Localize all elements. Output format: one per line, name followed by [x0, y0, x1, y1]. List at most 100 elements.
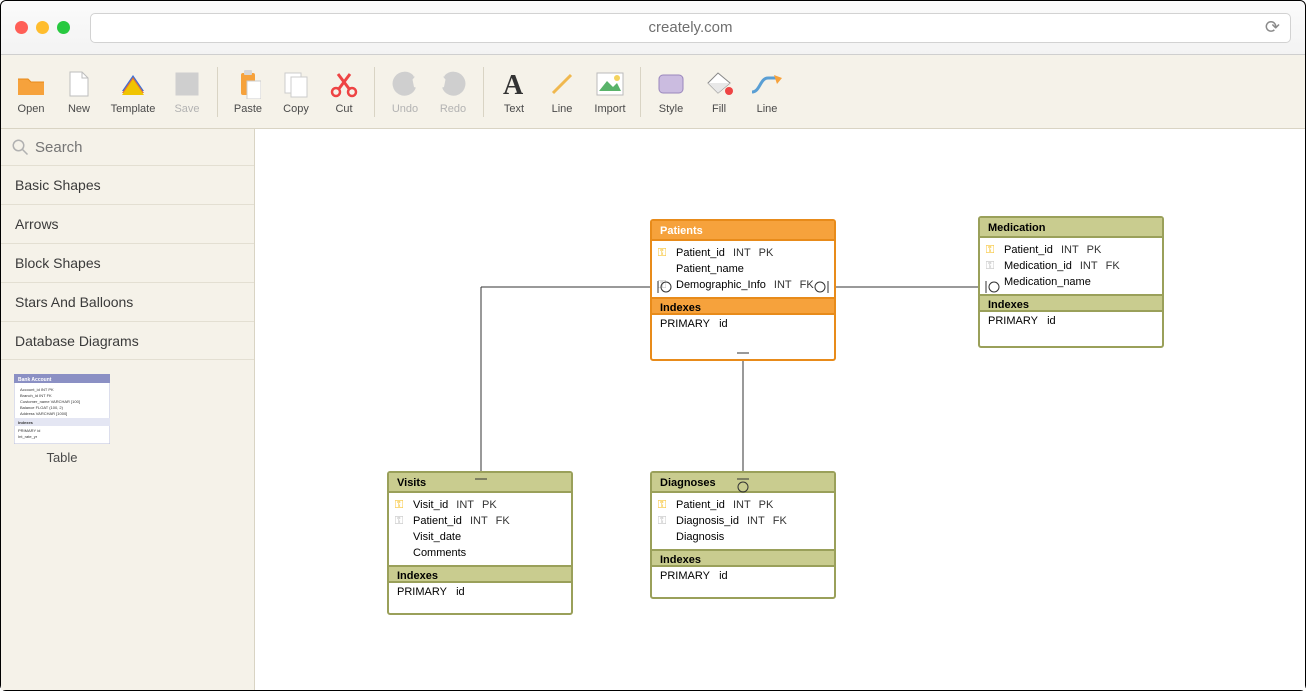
- line-button[interactable]: Line: [538, 69, 586, 115]
- new-button[interactable]: New: [55, 69, 103, 115]
- key-icon: ⚿: [984, 244, 996, 257]
- redo-button: Redo: [429, 69, 477, 115]
- copy-button[interactable]: Copy: [272, 69, 320, 115]
- field-row[interactable]: Diagnosis: [652, 529, 834, 545]
- category-database-diagrams[interactable]: Database Diagrams: [1, 321, 254, 360]
- field-type: INT: [733, 499, 751, 511]
- fill-button[interactable]: Fill: [695, 69, 743, 115]
- field-name: Medication_id: [1004, 260, 1072, 272]
- entity-fields: ⚿ Visit_id INT PK ⚿ Patient_id INT FK Vi…: [389, 493, 571, 565]
- cut-button[interactable]: Cut: [320, 69, 368, 115]
- field-name: Demographic_Info: [676, 279, 766, 291]
- linetool-button[interactable]: Line: [743, 69, 791, 115]
- template-button[interactable]: Template: [103, 69, 163, 115]
- window-traffic-lights: [15, 21, 70, 34]
- tool-label: Fill: [712, 103, 726, 115]
- index-row: PRIMARY id: [980, 312, 1162, 330]
- svg-text:Customer_name VARCHAR [100]: Customer_name VARCHAR [100]: [20, 399, 80, 404]
- shape-search: [1, 129, 254, 165]
- svg-text:Branch_id INT FK: Branch_id INT FK: [20, 393, 52, 398]
- field-row[interactable]: ⚿ Medication_id INT FK: [980, 258, 1162, 274]
- close-window-icon[interactable]: [15, 21, 28, 34]
- entity-title[interactable]: Medication: [980, 218, 1162, 238]
- index-col: id: [719, 318, 728, 330]
- entity-diagnoses[interactable]: Diagnoses ⚿ Patient_id INT PK ⚿ Diagnosi…: [650, 471, 836, 599]
- field-row[interactable]: ⚿ Patient_id INT PK: [980, 242, 1162, 258]
- address-bar-url: creately.com: [649, 19, 733, 36]
- index-row: PRIMARY id: [652, 567, 834, 585]
- category-block-shapes[interactable]: Block Shapes: [1, 243, 254, 282]
- field-constraint: FK: [1106, 260, 1120, 272]
- table-thumbnail-icon: Bank Account Account_id INT PK Branch_id…: [14, 374, 110, 444]
- field-name: Diagnosis_id: [676, 515, 739, 527]
- entity-title[interactable]: Diagnoses: [652, 473, 834, 493]
- import-button[interactable]: Import: [586, 69, 634, 115]
- svg-text:PRIMARY id: PRIMARY id: [18, 428, 40, 433]
- cut-icon: [327, 69, 361, 99]
- key-icon: ⚿: [656, 279, 668, 292]
- tool-label: Copy: [283, 103, 309, 115]
- text-button[interactable]: A Text: [490, 69, 538, 115]
- svg-text:Int_rate_yr: Int_rate_yr: [18, 434, 38, 439]
- field-name: Patient_id: [676, 247, 725, 259]
- entity-medication[interactable]: Medication ⚿ Patient_id INT PK ⚿ Medicat…: [978, 216, 1164, 348]
- search-input[interactable]: [35, 139, 244, 156]
- svg-text:Balance FLOAT (100, 2): Balance FLOAT (100, 2): [20, 405, 64, 410]
- tool-label: New: [68, 103, 90, 115]
- redo-icon: [436, 69, 470, 99]
- key-icon: ⚿: [393, 515, 405, 528]
- field-name: Patient_id: [413, 515, 462, 527]
- indexes-header: Indexes: [652, 549, 834, 567]
- shape-tray: Bank Account Account_id INT PK Branch_id…: [1, 360, 254, 479]
- field-name: Visit_date: [413, 531, 461, 543]
- field-constraint: PK: [482, 499, 497, 511]
- field-constraint: PK: [759, 499, 774, 511]
- entity-visits[interactable]: Visits ⚿ Visit_id INT PK ⚿ Patient_id IN…: [387, 471, 573, 615]
- tool-label: Undo: [392, 103, 418, 115]
- linetool-icon: [750, 69, 784, 99]
- svg-text:A: A: [503, 70, 524, 98]
- field-row[interactable]: Comments: [389, 545, 571, 561]
- tool-label: Cut: [335, 103, 352, 115]
- key-icon: ⚿: [656, 247, 668, 260]
- index-col: id: [719, 570, 728, 582]
- field-row[interactable]: Medication_name: [980, 274, 1162, 290]
- shape-table-template[interactable]: Bank Account Account_id INT PK Branch_id…: [7, 374, 117, 465]
- field-row[interactable]: ⚿ Patient_id INT PK: [652, 497, 834, 513]
- template-icon: [116, 69, 150, 99]
- shape-categories: Basic ShapesArrowsBlock ShapesStars And …: [1, 165, 254, 360]
- key-icon: ⚿: [984, 260, 996, 273]
- text-icon: A: [497, 69, 531, 99]
- zoom-window-icon[interactable]: [57, 21, 70, 34]
- svg-text:Indexes: Indexes: [18, 420, 34, 425]
- svg-text:Bank Account: Bank Account: [18, 377, 52, 383]
- category-arrows[interactable]: Arrows: [1, 204, 254, 243]
- field-type: INT: [774, 279, 792, 291]
- address-bar[interactable]: creately.com ⟳: [90, 13, 1291, 43]
- field-row[interactable]: Visit_date: [389, 529, 571, 545]
- entity-fields: ⚿ Patient_id INT PK ⚿ Diagnosis_id INT F…: [652, 493, 834, 549]
- category-basic-shapes[interactable]: Basic Shapes: [1, 165, 254, 204]
- tool-label: Redo: [440, 103, 466, 115]
- tray-item-label: Table: [46, 450, 77, 465]
- entity-patients[interactable]: Patients ⚿ Patient_id INT PK Patient_nam…: [650, 219, 836, 361]
- category-stars-and-balloons[interactable]: Stars And Balloons: [1, 282, 254, 321]
- style-button[interactable]: Style: [647, 69, 695, 115]
- tool-label: Template: [111, 103, 156, 115]
- tool-label: Save: [174, 103, 199, 115]
- minimize-window-icon[interactable]: [36, 21, 49, 34]
- open-button[interactable]: Open: [7, 69, 55, 115]
- field-row[interactable]: Patient_name: [652, 261, 834, 277]
- entity-title[interactable]: Patients: [652, 221, 834, 241]
- field-row[interactable]: ⚿ Demographic_Info INT FK: [652, 277, 834, 293]
- reload-icon[interactable]: ⟳: [1265, 17, 1280, 38]
- field-row[interactable]: ⚿ Diagnosis_id INT FK: [652, 513, 834, 529]
- entity-title[interactable]: Visits: [389, 473, 571, 493]
- index-name: PRIMARY: [988, 315, 1038, 327]
- field-row[interactable]: ⚿ Patient_id INT FK: [389, 513, 571, 529]
- field-row[interactable]: ⚿ Patient_id INT PK: [652, 245, 834, 261]
- app-toolbar: Open New Template Save Paste Copy Cut Un…: [1, 55, 1305, 129]
- diagram-canvas[interactable]: Patients ⚿ Patient_id INT PK Patient_nam…: [255, 129, 1305, 690]
- paste-button[interactable]: Paste: [224, 69, 272, 115]
- field-row[interactable]: ⚿ Visit_id INT PK: [389, 497, 571, 513]
